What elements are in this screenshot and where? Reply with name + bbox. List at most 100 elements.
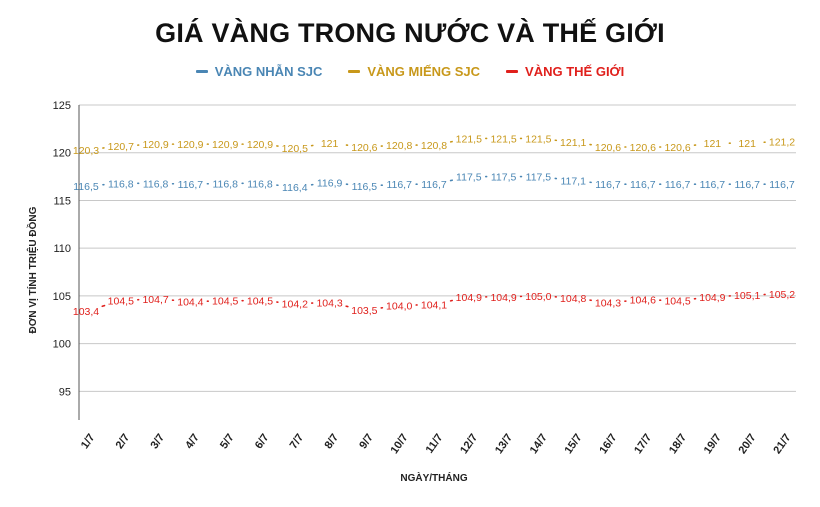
x-tick-label: 3/7 xyxy=(148,432,167,451)
data-label: 116,7 xyxy=(734,179,760,191)
data-label: 105,2 xyxy=(769,289,795,301)
data-labels: 116,5 116,8 116,8 116,7 116,8 116,8 116,4 116,9… xyxy=(73,133,795,318)
y-tick-label: 100 xyxy=(53,339,71,351)
data-label: 104,5 xyxy=(664,296,690,308)
x-axis-title: NGÀY/THÁNG xyxy=(400,471,467,484)
data-label: 116,8 xyxy=(108,178,134,190)
series-0 xyxy=(102,175,766,187)
data-label: 104,4 xyxy=(177,297,203,309)
y-axis-title: ĐƠN VỊ TÍNH TRIỆU ĐỒNG xyxy=(26,206,39,333)
data-label: 120,8 xyxy=(421,140,447,152)
data-label: 121,5 xyxy=(456,133,482,145)
data-label: 120,5 xyxy=(282,143,308,155)
series-2 xyxy=(101,293,766,309)
data-label: 104,5 xyxy=(247,296,273,308)
data-label: 116,7 xyxy=(700,179,726,191)
x-tick-label: 11/7 xyxy=(424,432,446,456)
data-label: 105,1 xyxy=(734,290,760,302)
legend-swatch-the-gioi xyxy=(506,70,519,73)
data-label: 116,7 xyxy=(595,179,621,191)
x-tick-label: 13/7 xyxy=(493,432,515,456)
data-label: 121,2 xyxy=(769,136,795,148)
data-label: 120,9 xyxy=(142,139,168,151)
x-tick-label: 9/7 xyxy=(357,432,376,451)
data-label: 103,4 xyxy=(73,306,99,318)
legend-item-mieng-sjc: VÀNG MIẾNG SJC xyxy=(348,64,480,79)
x-tick-label: 2/7 xyxy=(114,432,133,451)
data-label: 116,5 xyxy=(352,181,378,193)
data-label: 104,9 xyxy=(699,292,725,304)
legend-label-nhan-sjc: VÀNG NHẪN SJC xyxy=(214,64,323,79)
x-tick-label: 21/7 xyxy=(771,432,793,456)
legend-item-the-gioi: VÀNG THẾ GIỚI xyxy=(506,64,624,79)
data-label: 104,5 xyxy=(212,296,238,308)
data-label: 116,7 xyxy=(769,179,795,191)
chart-legend: VÀNG NHẪN SJC VÀNG MIẾNG SJC VÀNG THẾ GI… xyxy=(0,64,820,79)
x-tick-label: 20/7 xyxy=(737,432,759,456)
data-label: 117,5 xyxy=(526,172,552,184)
legend-item-nhan-sjc: VÀNG NHẪN SJC xyxy=(195,64,323,79)
legend-label-the-gioi: VÀNG THẾ GIỚI xyxy=(525,64,625,79)
data-label: 104,3 xyxy=(316,298,342,310)
data-label: 116,7 xyxy=(386,179,412,191)
data-label: 121,5 xyxy=(525,133,551,145)
data-label: 116,4 xyxy=(282,182,308,194)
data-label: 116,8 xyxy=(212,178,238,190)
data-label: 104,1 xyxy=(421,300,447,312)
x-tick-label: 19/7 xyxy=(702,432,724,456)
data-label: 116,9 xyxy=(317,177,343,189)
series-segment xyxy=(101,304,106,308)
data-label: 120,9 xyxy=(247,139,273,151)
data-label: 117,5 xyxy=(491,172,517,184)
y-tick-label: 105 xyxy=(53,291,71,303)
x-tick-label: 12/7 xyxy=(458,432,480,456)
x-tick-label: 17/7 xyxy=(632,432,654,456)
data-label: 117,1 xyxy=(560,175,586,187)
y-tick-label: 120 xyxy=(53,148,71,160)
y-tick-label: 110 xyxy=(53,243,71,255)
data-label: 120,6 xyxy=(664,142,690,154)
x-tick-label: 18/7 xyxy=(667,432,689,456)
data-label: 116,5 xyxy=(73,181,99,193)
x-tick-label: 1/7 xyxy=(79,432,98,451)
data-label: 104,0 xyxy=(386,300,412,312)
x-tick-label: 16/7 xyxy=(597,432,619,456)
data-label: 105,0 xyxy=(525,291,551,303)
data-label: 120,6 xyxy=(595,142,621,154)
data-label: 104,5 xyxy=(108,296,134,308)
x-tick-label: 8/7 xyxy=(322,432,341,451)
data-label: 116,7 xyxy=(421,179,447,191)
y-tick-label: 95 xyxy=(59,386,71,398)
data-label: 104,2 xyxy=(282,299,308,311)
data-label: 104,3 xyxy=(595,298,621,310)
data-label: 104,9 xyxy=(456,292,482,304)
data-label: 104,6 xyxy=(630,295,656,307)
data-label: 116,7 xyxy=(178,179,204,191)
y-tick-label: 115 xyxy=(53,195,71,207)
data-label: 116,8 xyxy=(247,178,273,190)
legend-swatch-mieng-sjc xyxy=(348,70,361,73)
data-label: 121 xyxy=(738,138,756,150)
data-label: 116,8 xyxy=(143,178,169,190)
gridlines xyxy=(79,104,796,392)
series-lines xyxy=(101,137,766,309)
data-label: 104,7 xyxy=(142,294,168,306)
legend-label-mieng-sjc: VÀNG MIẾNG SJC xyxy=(367,64,481,79)
data-label: 116,7 xyxy=(630,179,656,191)
x-tick-label: 5/7 xyxy=(218,432,237,451)
legend-swatch-nhan-sjc xyxy=(195,70,208,73)
x-tick-label: 4/7 xyxy=(183,432,202,451)
x-tick-label: 10/7 xyxy=(389,432,411,456)
data-label: 121,1 xyxy=(560,137,586,149)
data-label: 120,6 xyxy=(351,142,377,154)
data-label: 120,3 xyxy=(73,145,99,157)
series-1 xyxy=(102,137,766,149)
x-tick-label: 6/7 xyxy=(253,432,272,451)
data-label: 120,9 xyxy=(177,139,203,151)
data-label: 104,9 xyxy=(490,292,516,304)
data-label: 121 xyxy=(321,138,339,150)
x-tick-label: 15/7 xyxy=(563,432,585,456)
data-label: 121 xyxy=(704,138,722,150)
data-label: 104,8 xyxy=(560,293,586,305)
